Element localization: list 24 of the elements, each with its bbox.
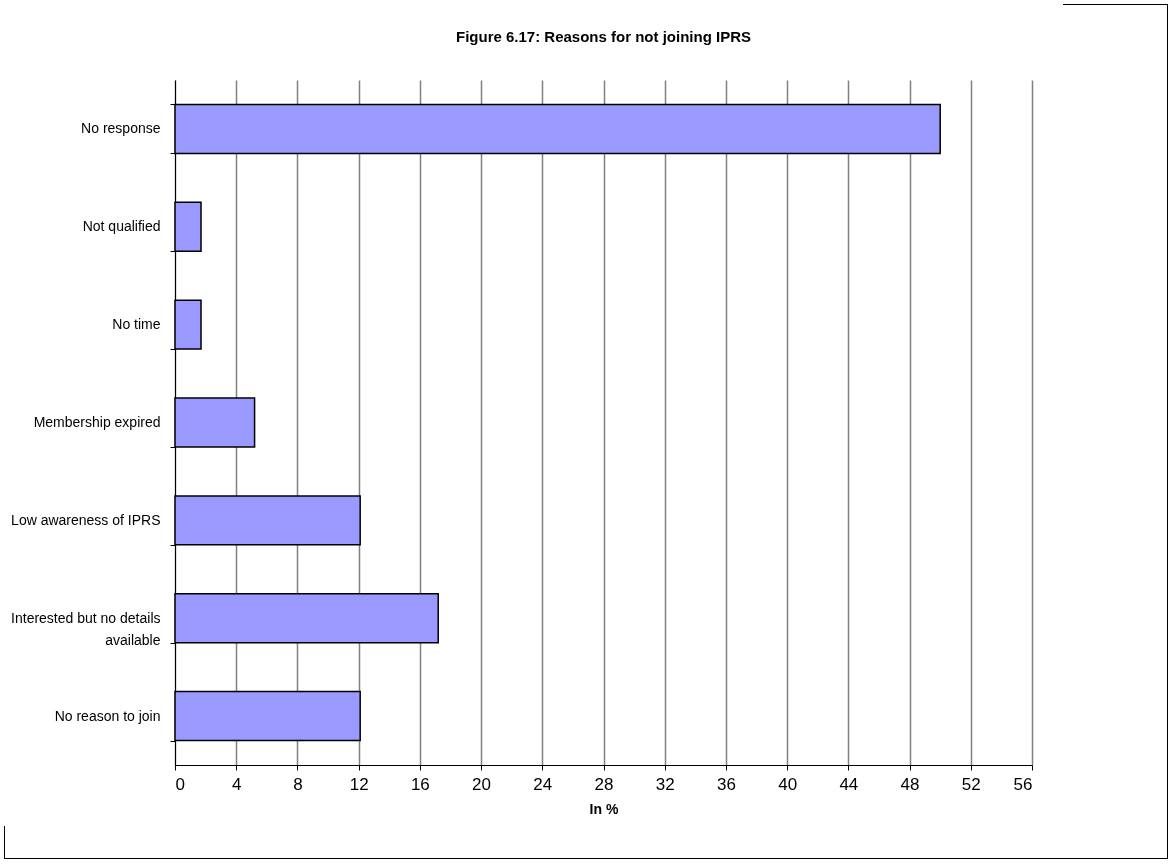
x-tick-label: 0 <box>175 774 185 794</box>
x-tick-label: 56 <box>1013 774 1033 794</box>
chart-title: Figure 6.17: Reasons for not joining IPRS <box>455 28 752 45</box>
y-tick-label: Membership expired <box>33 414 161 430</box>
x-tick-label: 4 <box>231 774 242 794</box>
x-tick-label: 28 <box>594 774 614 794</box>
x-tick-label: 40 <box>778 774 798 794</box>
x-tick-label: 12 <box>349 774 369 794</box>
y-tick-label: Interested but no details available <box>11 609 161 648</box>
y-tick-label: Not qualified <box>82 218 161 235</box>
y-tick-label: No reason to join <box>54 707 161 724</box>
x-tick-label: 20 <box>472 774 492 794</box>
x-tick-label: 32 <box>655 774 675 794</box>
x-tick-label: 24 <box>533 774 553 794</box>
y-tick-label: No response <box>81 120 161 137</box>
x-tick-label: 48 <box>900 774 920 794</box>
x-tick-label: 8 <box>293 774 303 794</box>
y-tick-label: Low awareness of IPRS <box>11 511 161 528</box>
y-tick-label: No time <box>112 316 161 333</box>
x-tick-label: 16 <box>410 774 430 794</box>
x-tick-label: 36 <box>716 774 736 794</box>
x-axis-title: In % <box>589 800 619 817</box>
x-tick-label: 44 <box>839 774 859 794</box>
x-tick-label: 52 <box>961 774 981 794</box>
